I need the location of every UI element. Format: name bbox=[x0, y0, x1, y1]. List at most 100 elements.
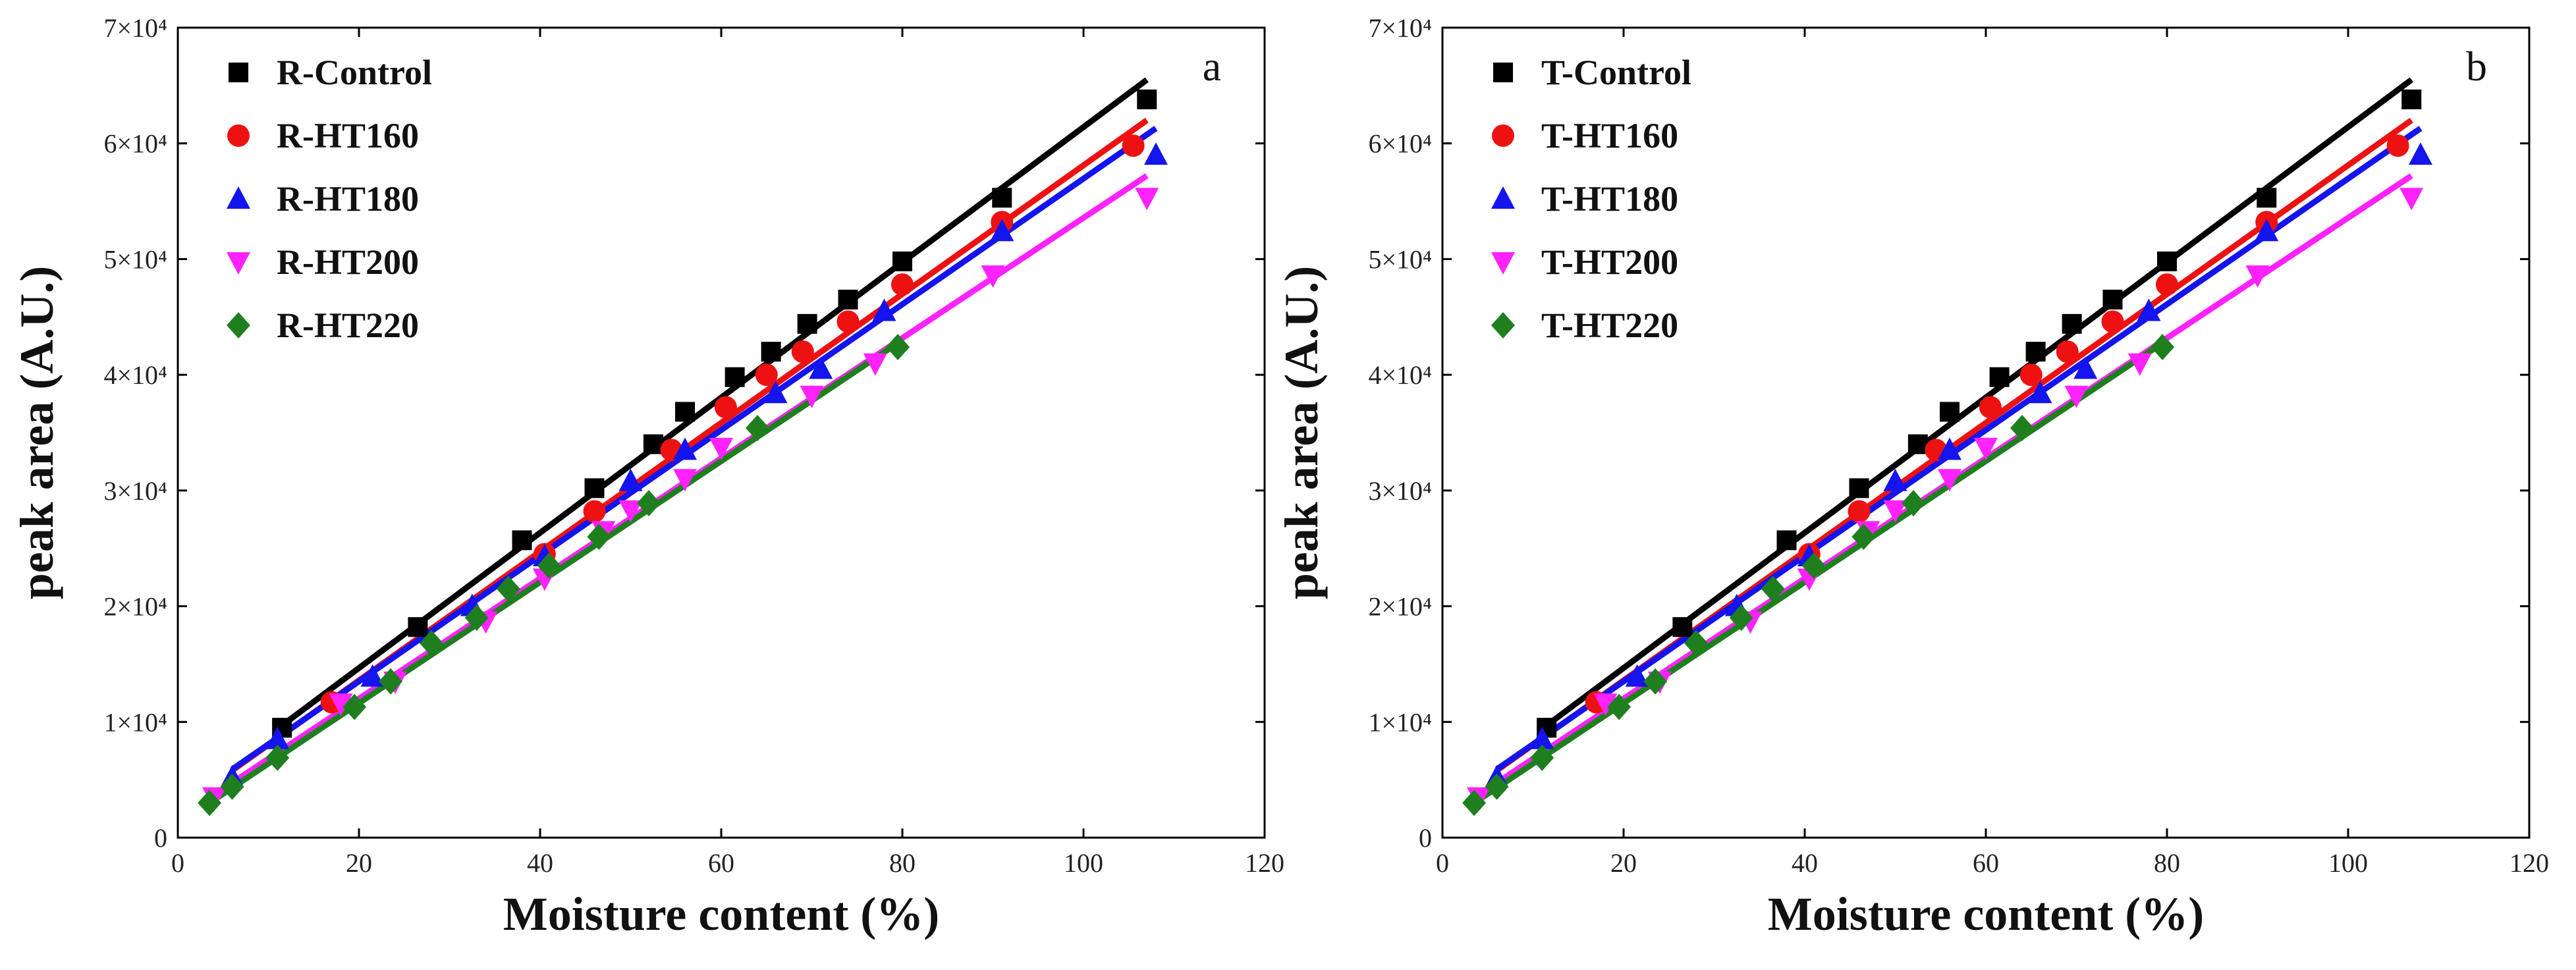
series-t-ht220 bbox=[1462, 333, 2175, 817]
y-tick-label: 0 bbox=[1419, 823, 1432, 853]
data-point bbox=[791, 340, 814, 363]
chart-panel-b: 0 20 40 60 80 100 120 0 1×10⁴ 2×10⁴ 3×10⁴ 4×10⁴ 5×10… bbox=[1275, 13, 2549, 940]
data-point bbox=[584, 478, 605, 498]
data-point bbox=[673, 437, 697, 460]
data-point bbox=[673, 469, 697, 492]
data-point bbox=[1974, 437, 1998, 460]
legend-marker bbox=[227, 186, 250, 209]
data-point bbox=[2409, 142, 2432, 165]
data-point bbox=[1940, 402, 1959, 422]
data-point bbox=[2073, 356, 2098, 379]
data-point bbox=[2137, 298, 2161, 321]
data-point bbox=[2028, 381, 2052, 404]
panel-label: b bbox=[2466, 43, 2487, 90]
data-point bbox=[2056, 340, 2079, 363]
y-tick-label: 1×10⁴ bbox=[103, 707, 167, 737]
legend-marker bbox=[227, 124, 250, 147]
data-point bbox=[709, 437, 733, 460]
data-point bbox=[1907, 434, 1928, 454]
data-point bbox=[360, 664, 385, 687]
data-point bbox=[1883, 500, 1907, 523]
data-point bbox=[1902, 490, 1925, 517]
data-point bbox=[838, 289, 858, 310]
data-point bbox=[714, 396, 737, 419]
x-tick-label: 80 bbox=[889, 848, 916, 878]
data-point bbox=[1485, 773, 1509, 800]
data-point bbox=[763, 381, 788, 404]
data-point bbox=[1761, 576, 1785, 603]
x-tick-label: 60 bbox=[1973, 848, 1999, 878]
data-point bbox=[1989, 367, 2010, 387]
data-point bbox=[1851, 524, 1876, 551]
x-tick-label: 80 bbox=[2154, 848, 2180, 878]
legend-label: T-HT200 bbox=[1541, 242, 1678, 282]
data-point bbox=[1883, 468, 1907, 491]
data-point bbox=[1462, 790, 1487, 817]
data-point bbox=[587, 524, 611, 551]
y-tick-label: 4×10⁴ bbox=[1368, 360, 1432, 390]
data-point bbox=[1729, 605, 1753, 632]
data-point bbox=[797, 313, 817, 334]
data-point bbox=[2245, 265, 2270, 288]
data-point bbox=[379, 668, 403, 695]
data-point bbox=[329, 693, 353, 716]
data-point bbox=[1684, 630, 1708, 657]
fit-line-t-control bbox=[1540, 77, 2413, 732]
data-point bbox=[2157, 251, 2177, 271]
legend: R-Control R-HT160 R-HT180 R-HT200 R-HT220 bbox=[227, 53, 432, 345]
legend-label: R-HT160 bbox=[277, 116, 419, 155]
y-tick-label: 6×10⁴ bbox=[103, 129, 167, 159]
data-point bbox=[2156, 273, 2178, 296]
legend-label: T-HT220 bbox=[1541, 306, 1678, 345]
data-point bbox=[746, 414, 769, 441]
x-tick-label: 60 bbox=[708, 848, 734, 878]
y-tick-label: 7×10⁴ bbox=[1368, 13, 1432, 43]
data-point bbox=[1625, 664, 1649, 687]
x-tick-label: 100 bbox=[1064, 848, 1103, 878]
legend-label: R-Control bbox=[277, 53, 432, 92]
fit-line-r-control bbox=[275, 77, 1149, 732]
data-point bbox=[981, 265, 1005, 288]
y-tick-label: 2×10⁴ bbox=[1368, 592, 1432, 622]
legend-marker bbox=[227, 312, 250, 338]
data-point bbox=[1607, 693, 1631, 720]
fit-line-t-ht220 bbox=[1472, 337, 2169, 806]
legend: T-Control T-HT160 T-HT180 T-HT200 T-HT220 bbox=[1491, 53, 1691, 345]
data-point bbox=[537, 552, 561, 579]
data-point bbox=[800, 385, 824, 408]
data-point bbox=[1801, 552, 1826, 579]
data-point bbox=[1938, 437, 1961, 460]
data-point bbox=[2257, 188, 2277, 208]
x-tick-label: 120 bbox=[1245, 848, 1284, 878]
x-tick-label: 0 bbox=[171, 848, 184, 878]
x-tick-label: 20 bbox=[1610, 848, 1637, 878]
y-tick-label: 6×10⁴ bbox=[1368, 129, 1432, 159]
data-point bbox=[408, 617, 428, 637]
data-point bbox=[420, 630, 443, 657]
y-tick-label: 3×10⁴ bbox=[1368, 476, 1432, 506]
data-point bbox=[2025, 342, 2046, 362]
data-point bbox=[265, 744, 290, 771]
data-point bbox=[992, 188, 1012, 208]
chart-panel-a: 0 20 40 60 80 100 120 0 1×10⁴ 2×10⁴ 3×10⁴ 4×10⁴ 5×10… bbox=[11, 13, 1284, 940]
y-axis-title: peak area (A.U.) bbox=[11, 266, 63, 600]
x-tick-label: 0 bbox=[1436, 848, 1449, 878]
x-tick-label: 100 bbox=[2328, 848, 2368, 878]
data-point bbox=[990, 219, 1014, 242]
data-point bbox=[755, 364, 778, 387]
y-tick-label: 5×10⁴ bbox=[103, 244, 167, 274]
legend-marker bbox=[229, 63, 248, 82]
data-point bbox=[1135, 188, 1159, 211]
data-point bbox=[496, 576, 520, 603]
data-point bbox=[863, 353, 887, 376]
data-point bbox=[2127, 353, 2152, 376]
data-point bbox=[1979, 396, 2002, 419]
data-point bbox=[2010, 414, 2034, 441]
series-r-ht220 bbox=[198, 333, 910, 817]
fit-line-r-ht220 bbox=[207, 337, 904, 806]
data-point bbox=[220, 773, 244, 800]
y-axis-title: peak area (A.U.) bbox=[1275, 266, 1328, 600]
y-tick-label: 2×10⁴ bbox=[103, 592, 167, 622]
data-point bbox=[1144, 142, 1168, 165]
